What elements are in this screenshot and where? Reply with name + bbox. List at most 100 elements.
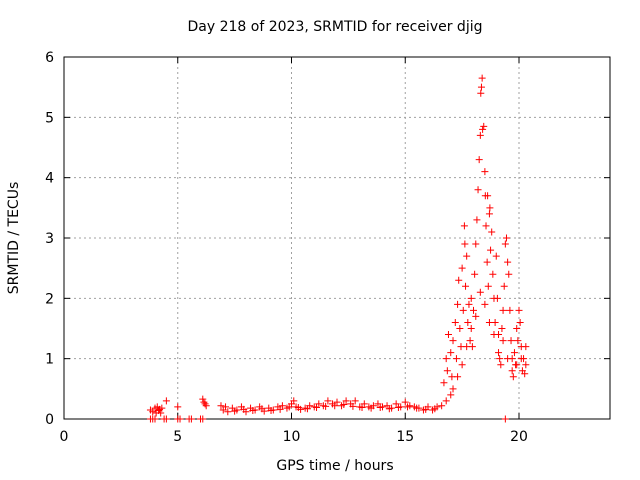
y-tick-label: 3: [45, 231, 54, 247]
data-point: [481, 168, 489, 176]
data-point: [489, 270, 497, 278]
data-point: [438, 402, 446, 410]
data-point: [522, 361, 530, 369]
y-tick-label: 5: [45, 110, 54, 126]
data-point: [454, 300, 462, 308]
data-point: [499, 337, 507, 345]
data-point: [199, 415, 207, 423]
data-point: [455, 276, 463, 284]
data-point: [440, 379, 448, 387]
data-point: [484, 282, 492, 290]
data-points: [146, 74, 530, 423]
y-tick-label: 0: [45, 412, 54, 428]
y-tick-label: 6: [45, 50, 54, 66]
data-point: [467, 325, 475, 332]
data-point: [502, 234, 510, 242]
data-point: [484, 192, 492, 200]
data-point: [158, 404, 166, 412]
data-point: [521, 370, 529, 378]
x-tick-label: 0: [60, 429, 69, 445]
data-point: [508, 367, 516, 375]
data-point: [500, 282, 508, 290]
data-point: [515, 306, 523, 314]
data-point: [497, 361, 505, 369]
data-point: [324, 397, 332, 405]
data-point: [464, 318, 472, 326]
data-point: [483, 258, 491, 266]
data-point: [422, 405, 430, 413]
data-point: [162, 397, 170, 405]
data-point: [507, 337, 515, 345]
data-point: [486, 204, 494, 212]
data-point: [249, 407, 257, 415]
data-point: [351, 397, 359, 405]
data-point: [222, 403, 230, 411]
data-point: [498, 325, 506, 332]
data-point: [217, 402, 225, 410]
data-point: [461, 240, 469, 248]
data-point: [477, 83, 485, 91]
data-point: [451, 318, 459, 326]
data-point: [490, 331, 498, 339]
data-point: [340, 401, 348, 409]
data-point: [200, 398, 208, 406]
data-point: [463, 252, 471, 260]
data-point: [513, 325, 521, 332]
data-point: [294, 404, 302, 412]
data-point: [499, 306, 507, 314]
data-point: [504, 258, 512, 266]
data-point: [460, 222, 468, 230]
data-point: [458, 361, 466, 369]
x-axis-label: GPS time / hours: [276, 458, 393, 474]
data-point: [501, 240, 509, 248]
data-point: [392, 400, 400, 408]
x-tick-label: 20: [510, 429, 528, 445]
data-point: [360, 400, 368, 408]
data-point: [517, 355, 525, 363]
data-point: [315, 400, 323, 408]
y-tick-label: 4: [45, 171, 54, 187]
data-point: [462, 282, 470, 290]
axis-ticks: 0 5 10 15 20 0 1 2 3 4 5 6: [45, 50, 610, 445]
data-point: [475, 156, 483, 164]
data-point: [447, 349, 455, 357]
data-point: [303, 405, 311, 413]
data-point: [485, 210, 493, 218]
data-point: [443, 367, 451, 375]
data-point: [176, 415, 184, 423]
data-point: [452, 355, 460, 363]
data-point: [231, 407, 239, 415]
data-point: [224, 408, 232, 416]
data-point: [201, 400, 209, 408]
data-point: [477, 89, 485, 97]
data-point: [431, 405, 439, 413]
data-point: [151, 415, 159, 423]
data-point: [474, 186, 482, 194]
data-point: [472, 240, 480, 248]
data-point: [465, 300, 473, 308]
data-point: [501, 415, 509, 423]
data-point: [506, 306, 514, 314]
data-point: [456, 325, 464, 332]
data-point: [466, 337, 474, 345]
data-point: [358, 404, 366, 412]
data-point: [376, 404, 384, 412]
data-point: [482, 222, 490, 230]
data-point: [449, 385, 457, 393]
data-point: [162, 415, 170, 423]
y-axis-label: SRMTID / TECUs: [6, 182, 22, 295]
data-point: [522, 343, 530, 351]
data-point: [513, 361, 521, 369]
plot-frame: [63, 56, 611, 420]
data-point: [459, 306, 467, 314]
data-point: [454, 373, 462, 381]
data-point: [413, 404, 421, 412]
x-tick-label: 15: [396, 429, 414, 445]
data-point: [505, 270, 513, 278]
chart-title: Day 218 of 2023, SRMTID for receiver dji…: [188, 19, 483, 35]
data-point: [404, 403, 412, 411]
data-point: [240, 405, 248, 413]
data-point: [322, 402, 330, 410]
data-point: [202, 402, 210, 410]
data-point: [492, 252, 500, 260]
